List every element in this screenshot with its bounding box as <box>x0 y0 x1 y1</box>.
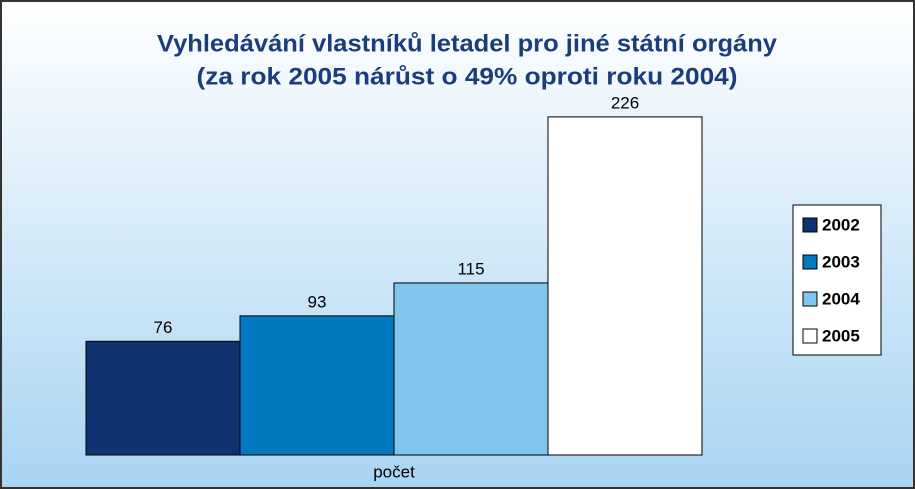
x-tick-label: počet <box>373 462 415 481</box>
data-label: 76 <box>154 318 173 337</box>
bar <box>393 282 549 456</box>
legend-swatch <box>802 328 818 344</box>
legend-swatch <box>802 291 818 307</box>
bar <box>85 340 241 456</box>
data-label: 93 <box>308 292 327 311</box>
legend-label: 2005 <box>822 326 860 345</box>
data-label: 226 <box>611 93 639 112</box>
legend-swatch <box>802 254 818 270</box>
bar <box>547 116 703 456</box>
bar <box>239 315 395 456</box>
legend-label: 2002 <box>822 215 860 234</box>
chart-subtitle: (za rok 2005 nárůst o 49% oproti roku 20… <box>197 63 738 90</box>
legend-label: 2003 <box>822 252 860 271</box>
legend-swatch <box>802 217 818 233</box>
legend-label: 2004 <box>822 289 860 308</box>
chart-title: Vyhledávání vlastníků letadel pro jiné s… <box>157 30 778 57</box>
data-label: 115 <box>457 259 484 278</box>
